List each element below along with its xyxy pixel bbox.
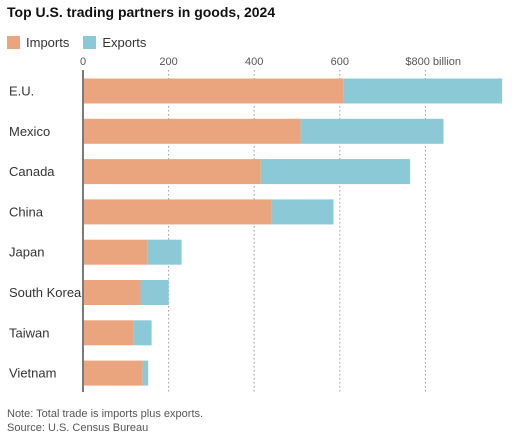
- footer-source: Source: U.S. Census Bureau: [7, 422, 149, 434]
- bar-exports: [147, 239, 182, 265]
- category-label: E.U.: [9, 84, 34, 99]
- bar-exports: [133, 320, 152, 346]
- category-label: Japan: [9, 245, 44, 260]
- legend-swatch-exports: [83, 36, 97, 49]
- bar-exports: [260, 159, 411, 185]
- bar-exports: [142, 360, 149, 386]
- bar-exports: [300, 118, 444, 144]
- legend-swatch-imports: [7, 36, 20, 49]
- bar-imports: [84, 159, 261, 185]
- bar-exports: [343, 78, 503, 104]
- legend: Imports Exports: [7, 35, 146, 50]
- bar-imports: [84, 199, 272, 225]
- category-label: South Korea: [9, 285, 82, 300]
- x-tick-label: $800 billion: [405, 56, 461, 68]
- x-tick-label: 200: [159, 56, 177, 68]
- x-tick-label: 400: [245, 56, 263, 68]
- bar-imports: [84, 78, 344, 104]
- bar-exports: [140, 280, 169, 305]
- legend-item-exports: Exports: [83, 35, 146, 50]
- category-label: China: [9, 204, 44, 219]
- category-label: Mexico: [9, 124, 50, 139]
- bar-imports: [84, 360, 143, 386]
- bar-imports: [84, 118, 301, 144]
- legend-label-imports: Imports: [26, 35, 70, 50]
- category-label: Vietnam: [9, 366, 56, 381]
- x-tick-label: 600: [331, 56, 349, 68]
- x-tick-label: 0: [80, 56, 86, 68]
- bar-exports: [271, 199, 334, 225]
- footer-note: Note: Total trade is imports plus export…: [7, 408, 204, 420]
- legend-label-exports: Exports: [102, 35, 147, 50]
- category-label: Canada: [9, 164, 55, 179]
- chart-footer: Note: Total trade is imports plus export…: [7, 407, 203, 435]
- legend-item-imports: Imports: [7, 35, 69, 50]
- category-label: Taiwan: [9, 325, 49, 340]
- bar-imports: [84, 280, 141, 305]
- chart-title: Top U.S. trading partners in goods, 2024: [7, 4, 276, 20]
- bar-imports: [84, 239, 148, 265]
- bar-imports: [84, 320, 134, 346]
